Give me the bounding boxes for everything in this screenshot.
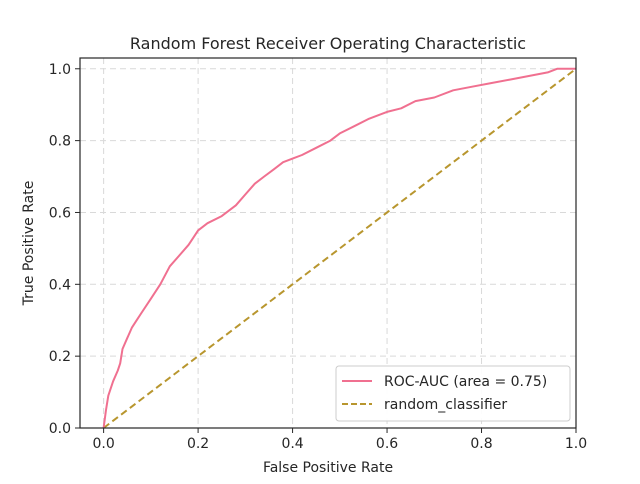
x-tick-label: 0.6 — [376, 436, 398, 452]
y-tick-label: 1.0 — [49, 62, 71, 78]
x-tick-label: 0.0 — [92, 436, 114, 452]
series-group — [102, 67, 577, 429]
axis-ticks: 0.0 0.2 0.4 0.6 0.8 1.0 0.0 0.2 0.4 0.6 0.8 1.0 — [49, 62, 587, 452]
legend-label-random: random_classifier — [384, 397, 507, 413]
plot-frame — [79, 57, 577, 429]
y-tick-label: 0.2 — [49, 349, 71, 365]
x-tick-label: 0.8 — [470, 436, 492, 452]
chart-title: Random Forest Receiver Operating Charact… — [130, 34, 526, 53]
y-axis-label: True Positive Rate — [21, 181, 37, 307]
x-tick-label: 0.2 — [187, 436, 209, 452]
y-tick-label: 0.6 — [49, 205, 71, 221]
x-tick-label: 0.4 — [281, 436, 303, 452]
y-tick-label: 0.0 — [49, 421, 71, 437]
roc-curve-line — [102, 67, 576, 429]
y-tick-label: 0.4 — [49, 277, 71, 293]
legend-box — [335, 365, 571, 422]
x-tick-label: 1.0 — [565, 436, 587, 452]
legend: ROC-AUC (area = 0.75) random_classifier — [335, 365, 571, 422]
y-tick-label: 0.8 — [49, 134, 71, 150]
legend-label-roc: ROC-AUC (area = 0.75) — [384, 374, 547, 390]
x-axis-label: False Positive Rate — [263, 460, 393, 476]
